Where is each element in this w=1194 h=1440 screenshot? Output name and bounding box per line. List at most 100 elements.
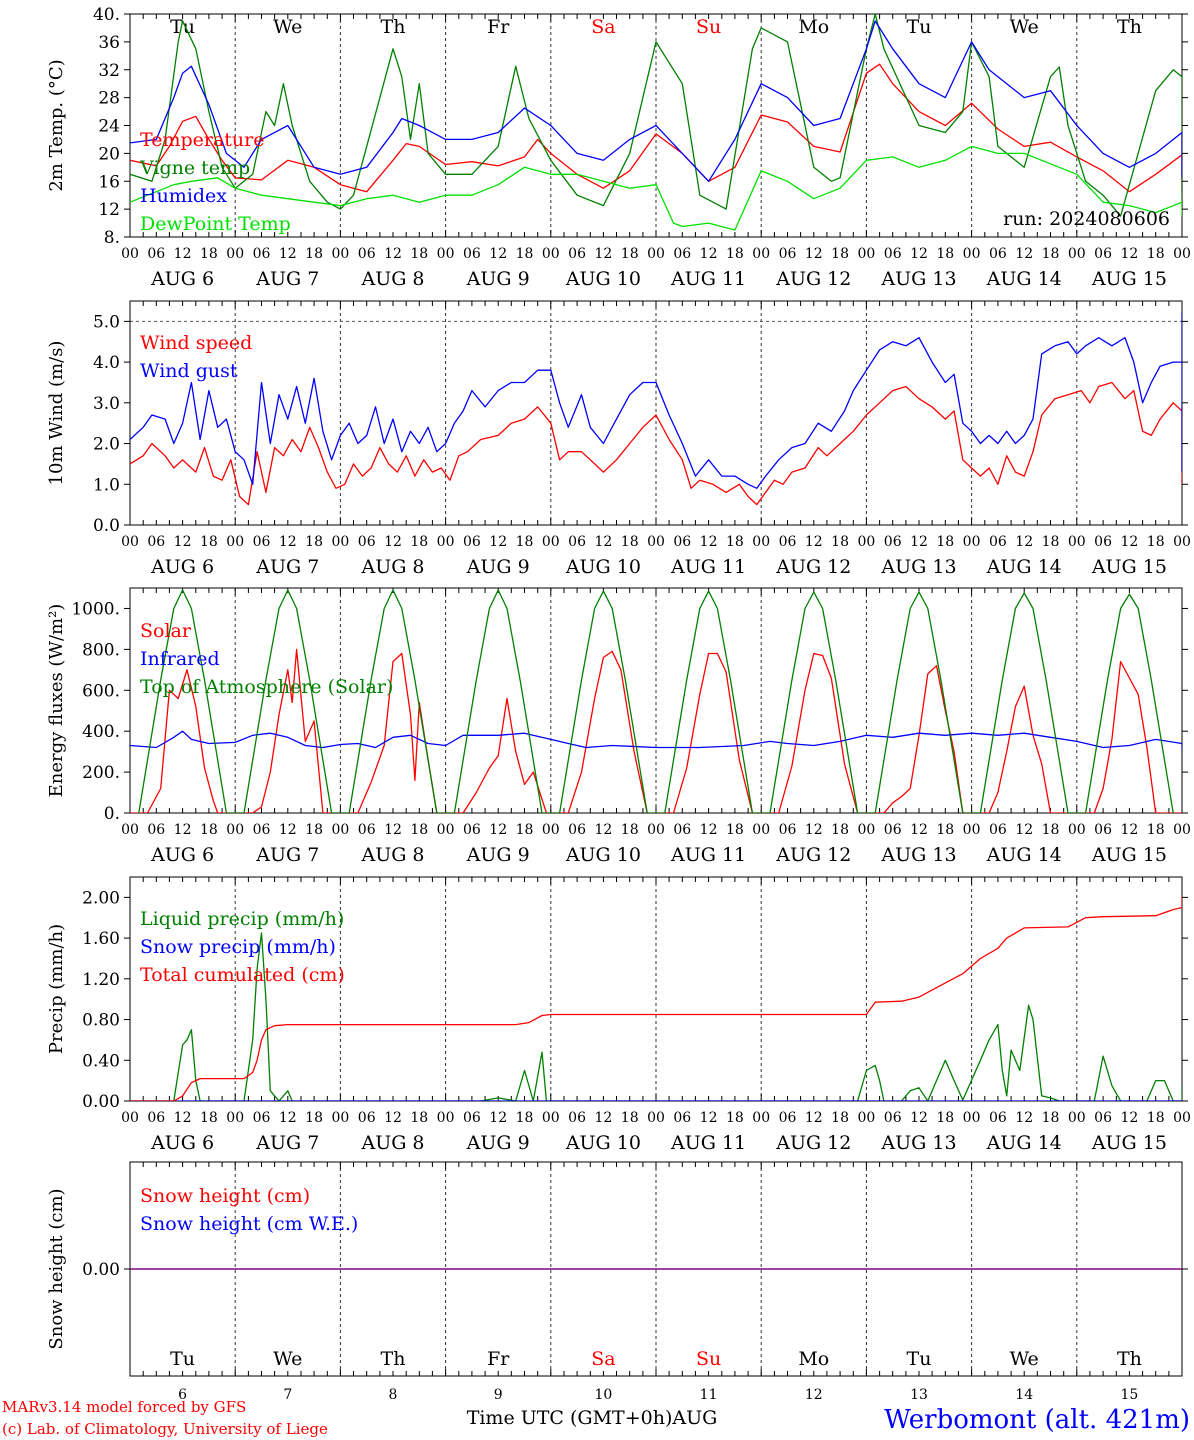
hour-tick-label: 12 (1120, 534, 1138, 550)
hour-tick-label: 12 (910, 822, 928, 838)
hour-tick-label: 18 (305, 246, 323, 262)
hour-tick-label: 12 (489, 822, 507, 838)
hour-tick-label: 18 (516, 246, 534, 262)
hour-tick-label: 18 (410, 246, 428, 262)
weekday-label: We (273, 1348, 302, 1370)
series-wind-speed (130, 381, 1182, 506)
hour-tick-label: 06 (463, 246, 481, 262)
date-label: AUG 7 (255, 844, 319, 866)
day-number-label: 7 (283, 1387, 292, 1403)
y-axis-title: Precip (mm/h) (46, 924, 67, 1054)
hour-tick-label: 00 (857, 1110, 875, 1126)
hour-tick-label: 00 (226, 822, 244, 838)
legend-entry: Snow precip (mm/h) (140, 936, 336, 958)
hour-tick-label: 06 (884, 246, 902, 262)
weekday-label: We (273, 16, 302, 38)
y-tick-label: 200. (82, 763, 120, 783)
hour-tick-label: 00 (963, 1110, 981, 1126)
y-tick-label: 0.0 (93, 516, 120, 536)
hour-tick-label: 06 (253, 534, 271, 550)
hour-tick-label: 00 (647, 1110, 665, 1126)
hour-tick-label: 12 (174, 822, 192, 838)
weekday-label: Mo (798, 16, 829, 38)
weekday-label: We (1010, 16, 1039, 38)
hour-tick-label: 06 (253, 246, 271, 262)
hour-tick-label: 18 (726, 822, 744, 838)
date-label: AUG 11 (670, 1132, 746, 1154)
hour-tick-label: 18 (831, 822, 849, 838)
hour-tick-label: 12 (489, 534, 507, 550)
weekday-label: Tu (170, 1348, 195, 1370)
weekday-label: Sa (591, 1348, 615, 1370)
y-axis-title: Snow height (cm) (46, 1188, 67, 1349)
hour-tick-label: 12 (1120, 822, 1138, 838)
hour-tick-label: 06 (1094, 246, 1112, 262)
date-label: AUG 9 (466, 556, 530, 578)
y-tick-label: 400. (82, 722, 120, 742)
hour-tick-label: 06 (989, 534, 1007, 550)
hour-tick-label: 00 (1173, 1110, 1191, 1126)
weekday-label: Fr (487, 16, 510, 38)
y-axis-title: 10m Wind (m/s) (46, 341, 67, 486)
hour-tick-label: 06 (358, 1110, 376, 1126)
series-wind-gust (130, 312, 1182, 489)
hour-tick-label: 06 (779, 534, 797, 550)
legend-entry: Wind gust (140, 360, 238, 382)
plot-frame (129, 587, 1183, 814)
series-humidex (130, 20, 1182, 182)
series-top-of-atmosphere-solar (138, 589, 1174, 813)
hour-tick-label: 12 (594, 822, 612, 838)
series-solar (130, 648, 1182, 813)
hour-tick-label: 12 (1015, 534, 1033, 550)
y-tick-label: 28 (98, 89, 120, 109)
legend-entry: Infrared (140, 648, 220, 670)
hour-tick-label: 18 (200, 822, 218, 838)
y-tick-label: 3.0 (93, 394, 120, 414)
hour-tick-label: 12 (174, 1110, 192, 1126)
hour-tick-label: 06 (884, 1110, 902, 1126)
hour-tick-label: 12 (594, 534, 612, 550)
hour-tick-label: 06 (253, 1110, 271, 1126)
hour-tick-label: 00 (963, 246, 981, 262)
hour-tick-label: 18 (305, 822, 323, 838)
hour-tick-label: 00 (857, 534, 875, 550)
y-tick-label: 2.00 (82, 888, 120, 908)
date-label: AUG 11 (670, 844, 746, 866)
hour-tick-label: 06 (568, 534, 586, 550)
y-tick-label: 600. (82, 681, 120, 701)
hour-tick-label: 00 (1173, 534, 1191, 550)
y-tick-label: 1000. (71, 599, 120, 619)
x-axis-title: Time UTC (GMT+0h)AUG (467, 1407, 718, 1429)
hour-tick-label: 18 (831, 1110, 849, 1126)
date-label: AUG 7 (255, 268, 319, 290)
hour-tick-label: 00 (542, 246, 560, 262)
series-total-cumulated-cm (130, 896, 1182, 1101)
hour-tick-label: 18 (936, 822, 954, 838)
hour-tick-label: 12 (1120, 1110, 1138, 1126)
hour-tick-label: 18 (1042, 246, 1060, 262)
hour-tick-label: 00 (331, 1110, 349, 1126)
hour-tick-label: 12 (910, 1110, 928, 1126)
hour-tick-label: 12 (384, 246, 402, 262)
date-label: AUG 14 (986, 844, 1062, 866)
day-number-label: 12 (805, 1387, 823, 1403)
hour-tick-label: 00 (752, 246, 770, 262)
hour-tick-label: 00 (226, 534, 244, 550)
hour-tick-label: 18 (726, 534, 744, 550)
hour-tick-label: 06 (358, 246, 376, 262)
legend-entry: Humidex (140, 185, 227, 207)
date-label: AUG 15 (1091, 268, 1167, 290)
day-number-label: 9 (494, 1387, 503, 1403)
hour-tick-label: 12 (700, 534, 718, 550)
hour-tick-label: 00 (1068, 822, 1086, 838)
hour-tick-label: 18 (621, 246, 639, 262)
time-ticks (129, 14, 1183, 237)
hour-tick-label: 12 (279, 534, 297, 550)
hour-tick-label: 18 (621, 1110, 639, 1126)
weekday-label: Su (696, 1348, 721, 1370)
hour-tick-label: 00 (437, 822, 455, 838)
hour-tick-label: 06 (1094, 534, 1112, 550)
date-label: AUG 15 (1091, 556, 1167, 578)
weekday-label: Th (1117, 1348, 1142, 1370)
copyright-credit: (c) Lab. of Climatology, University of L… (2, 1420, 328, 1438)
